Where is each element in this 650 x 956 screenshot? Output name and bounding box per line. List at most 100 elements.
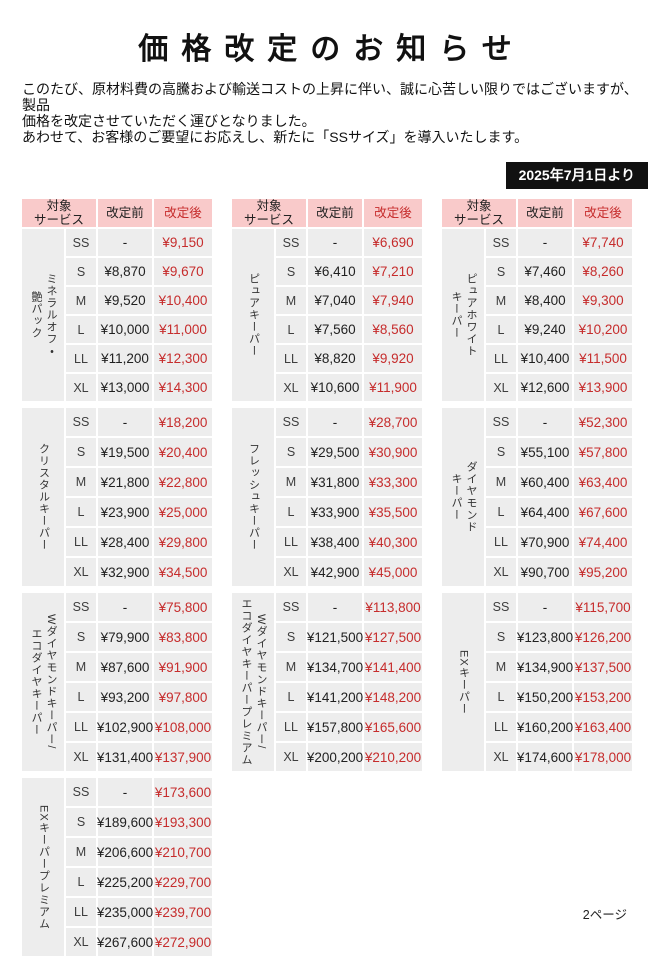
price-after-cell: ¥30,900 xyxy=(364,438,422,466)
size-cell: LL xyxy=(66,898,96,926)
price-before-cell: ¥8,820 xyxy=(308,345,362,372)
price-after-cell: ¥63,400 xyxy=(574,468,632,496)
price-after-cell: ¥13,900 xyxy=(574,374,632,401)
price-after-cell: ¥95,200 xyxy=(574,558,632,586)
price-after-cell: ¥25,000 xyxy=(154,498,212,526)
price-before-cell: ¥10,400 xyxy=(518,345,572,372)
price-before-cell: - xyxy=(98,778,152,806)
header-after-revision: 改定後 xyxy=(574,199,632,227)
size-cell: S xyxy=(276,623,306,651)
size-cell: M xyxy=(276,468,306,496)
price-before-cell: - xyxy=(308,593,362,621)
price-before-cell: ¥64,400 xyxy=(518,498,572,526)
price-before-cell: ¥38,400 xyxy=(308,528,362,556)
size-cell: LL xyxy=(66,528,96,556)
size-cell: M xyxy=(66,287,96,314)
size-cell: XL xyxy=(276,743,306,771)
price-before-cell: ¥19,500 xyxy=(98,438,152,466)
price-after-cell: ¥10,200 xyxy=(574,316,632,343)
price-table-w-diamond-eco-diamond-keeper: Wダイヤモンドキーパー/ エコダイヤキーパー SS - ¥75,800 S ¥79,900… xyxy=(22,593,212,771)
price-after-cell: ¥108,000 xyxy=(154,713,212,741)
size-cell: LL xyxy=(276,345,306,372)
price-after-cell: ¥12,300 xyxy=(154,345,212,372)
header-before-revision: 改定前 xyxy=(98,199,152,227)
price-before-cell: ¥29,500 xyxy=(308,438,362,466)
service-name-label: ピュアホワイト キーパー xyxy=(442,229,484,401)
price-after-cell: ¥126,200 xyxy=(574,623,632,651)
price-before-cell: ¥6,410 xyxy=(308,258,362,285)
date-badge-row: 2025年7月1日より xyxy=(0,162,650,189)
price-before-cell: - xyxy=(308,229,362,256)
price-after-cell: ¥10,400 xyxy=(154,287,212,314)
service-name-label: EXキーパープレミアム xyxy=(22,778,64,956)
size-cell: M xyxy=(486,653,516,681)
price-before-cell: ¥200,200 xyxy=(307,743,363,771)
price-after-cell: ¥141,400 xyxy=(364,653,422,681)
price-before-cell: ¥7,560 xyxy=(308,316,362,343)
size-cell: S xyxy=(276,438,306,466)
size-cell: S xyxy=(486,258,516,285)
price-after-cell: ¥165,600 xyxy=(364,713,422,741)
size-cell: L xyxy=(486,316,516,343)
size-cell: LL xyxy=(486,528,516,556)
price-revision-notice-page: 価格改定のお知らせ このたび、原材料費の高騰および輸送コストの上昇に伴い、誠に心… xyxy=(0,24,650,956)
price-before-cell: ¥123,800 xyxy=(517,623,573,651)
size-cell: SS xyxy=(66,408,96,436)
price-before-cell: ¥60,400 xyxy=(518,468,572,496)
size-cell: M xyxy=(486,468,516,496)
price-before-cell: ¥11,200 xyxy=(98,345,152,372)
price-after-cell: ¥7,940 xyxy=(364,287,422,314)
price-after-cell: ¥40,300 xyxy=(364,528,422,556)
price-after-cell: ¥97,800 xyxy=(154,683,212,711)
size-cell: XL xyxy=(276,374,306,401)
price-after-cell: ¥45,000 xyxy=(364,558,422,586)
price-before-cell: ¥8,400 xyxy=(518,287,572,314)
price-before-cell: ¥31,800 xyxy=(308,468,362,496)
header-after-revision: 改定後 xyxy=(154,199,212,227)
size-cell: XL xyxy=(66,743,96,771)
price-after-cell: ¥193,300 xyxy=(154,808,212,836)
price-after-cell: ¥127,500 xyxy=(364,623,422,651)
header-target-service: 対象 サービス xyxy=(232,199,306,227)
price-before-cell: - xyxy=(518,593,572,621)
price-after-cell: ¥18,200 xyxy=(154,408,212,436)
size-cell: SS xyxy=(486,593,516,621)
size-cell: M xyxy=(276,287,306,314)
service-name-label: ダイヤモンド キーパー xyxy=(442,408,484,586)
header-after-revision: 改定後 xyxy=(364,199,422,227)
size-cell: L xyxy=(486,683,516,711)
price-after-cell: ¥33,300 xyxy=(364,468,422,496)
price-before-cell: ¥21,800 xyxy=(98,468,152,496)
price-after-cell: ¥8,260 xyxy=(574,258,632,285)
service-name-label: ミネラルオフ・ 艶パック xyxy=(22,229,64,401)
price-after-cell: ¥6,690 xyxy=(364,229,422,256)
size-cell: L xyxy=(276,316,306,343)
size-cell: M xyxy=(66,468,96,496)
price-before-cell: - xyxy=(518,229,572,256)
price-after-cell: ¥9,670 xyxy=(154,258,212,285)
price-table-fresh-keeper: フレッシュキーパー SS - ¥28,700 S ¥29,500 ¥30,900 M ¥31,8… xyxy=(232,408,422,586)
price-before-cell: ¥7,460 xyxy=(518,258,572,285)
size-cell: XL xyxy=(66,374,96,401)
price-before-cell: ¥134,700 xyxy=(307,653,363,681)
size-cell: S xyxy=(486,438,516,466)
page-number: 2ページ xyxy=(582,908,627,922)
price-before-cell: - xyxy=(518,408,572,436)
size-cell: XL xyxy=(66,928,96,956)
size-cell: M xyxy=(276,653,306,681)
price-after-cell: ¥229,700 xyxy=(154,868,212,896)
price-after-cell: ¥210,200 xyxy=(364,743,422,771)
price-after-cell: ¥22,800 xyxy=(154,468,212,496)
price-after-cell: ¥11,900 xyxy=(364,374,422,401)
size-cell: XL xyxy=(276,558,306,586)
price-before-cell: ¥87,600 xyxy=(98,653,152,681)
price-table-ex-keeper-premium: EXキーパープレミアム SS - ¥173,600 S ¥189,600 ¥193,300 M… xyxy=(22,778,212,956)
price-table-w-diamond-eco-diamond-keeper-premium: Wダイヤモンドキーパー/ エコダイヤキーパープレミアム SS - ¥113,800 S ¥… xyxy=(232,593,422,771)
size-cell: LL xyxy=(486,713,516,741)
size-cell: SS xyxy=(486,229,516,256)
price-before-cell: ¥10,000 xyxy=(98,316,152,343)
price-before-cell: ¥206,600 xyxy=(97,838,153,866)
header-target-service: 対象 サービス xyxy=(22,199,96,227)
price-after-cell: ¥34,500 xyxy=(154,558,212,586)
price-before-cell: ¥13,000 xyxy=(98,374,152,401)
